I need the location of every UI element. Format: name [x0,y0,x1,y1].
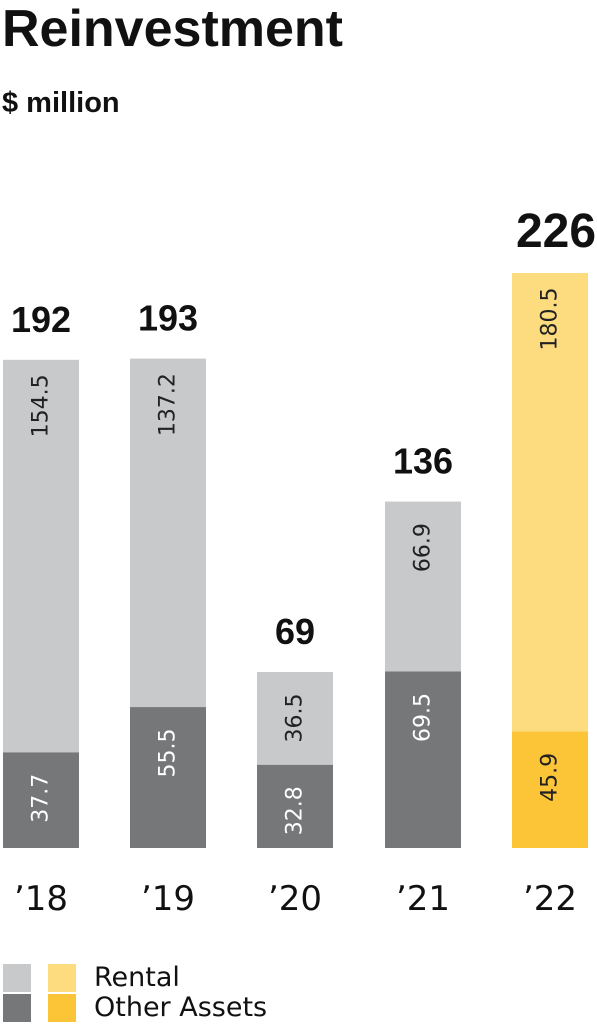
bar-segment-other-assets [385,671,461,848]
bar-total-label: 192 [11,299,71,340]
x-tick-label: ’18 [14,879,68,919]
bar-total-label: 136 [393,441,453,482]
data-label-other-assets: 45.9 [538,753,563,802]
bar-total-label: 69 [275,611,315,652]
legend-swatch-other-assets-highlight [48,994,76,1022]
bar-segment-other-assets [257,764,333,848]
bar-segment-rental [512,272,588,732]
bar-segment-other-assets [3,752,79,848]
bar-segment-rental [257,671,333,765]
x-tick-label: ’22 [523,879,577,919]
chart-title: Reinvestment [2,0,343,58]
data-label-rental: 36.5 [283,693,308,742]
data-label-rental: 180.5 [538,287,563,350]
bar-segment-rental [130,358,206,708]
data-label-rental: 66.9 [411,523,436,572]
bar-segment-rental [385,501,461,672]
x-tick-label: ’21 [396,879,450,919]
data-label-other-assets: 55.5 [156,729,181,778]
bar-segment-rental [3,359,79,753]
data-label-rental: 137.2 [156,373,181,436]
legend-label-other-assets: Other Assets [94,992,267,1023]
legend-swatch-other-assets [3,994,31,1022]
bars-group: 37.7 154.5 192 ’18 55.5 137.2 193 ’19 32.8 36.5 69… [3,205,596,919]
x-tick-label: ’20 [268,879,322,919]
bar-total-label: 226 [516,205,596,258]
bar-total-label: 193 [138,298,198,339]
bar-segment-other-assets [130,707,206,848]
legend-swatch-rental-highlight [48,964,76,992]
data-label-other-assets: 37.7 [29,774,54,823]
data-label-other-assets: 32.8 [283,786,308,835]
chart-subtitle: $ million [2,87,120,119]
x-tick-label: ’19 [141,879,195,919]
data-label-other-assets: 69.5 [411,693,436,742]
bar-segment-other-assets [512,731,588,848]
legend-label-rental: Rental [94,962,180,993]
legend-swatch-rental [3,964,31,992]
data-label-rental: 154.5 [29,374,54,437]
